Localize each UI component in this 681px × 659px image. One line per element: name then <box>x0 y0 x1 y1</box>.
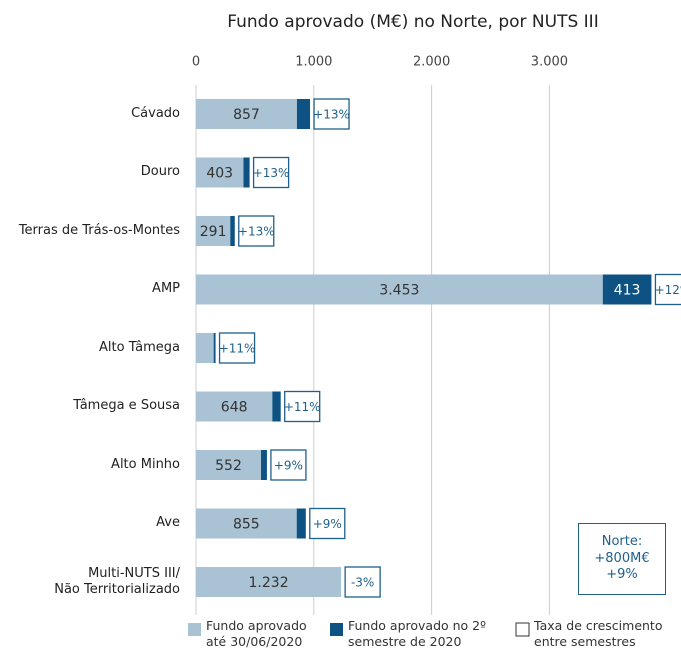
value-label: 3.453 <box>379 283 419 299</box>
growth-label: -3% <box>351 576 374 590</box>
legend-swatch <box>515 622 530 637</box>
value-label: 552 <box>215 458 242 474</box>
chart-title: Fundo aprovado (M€) no Norte, por NUTS I… <box>227 12 598 32</box>
growth-box <box>309 507 346 540</box>
y-tick-label: Ave <box>156 515 180 531</box>
bar-segment <box>213 333 216 363</box>
bar-segment <box>602 274 652 305</box>
growth-label: +9% <box>274 459 303 473</box>
y-tick-label: Terras de Trás-os-Montes <box>18 222 180 238</box>
value-label: 1.232 <box>249 575 289 591</box>
growth-box <box>252 156 290 189</box>
legend-label: Fundo aprovado até 30/06/2020 <box>206 618 307 649</box>
value-label: 413 <box>614 283 641 299</box>
value-label: 291 <box>200 224 227 240</box>
bar-segment <box>272 391 281 422</box>
legend-label: Taxa de crescimento entre semestres <box>534 618 663 649</box>
growth-box <box>238 215 275 247</box>
growth-box <box>313 98 350 130</box>
y-tick-label: Alto Tâmega <box>99 339 180 355</box>
value-label: 857 <box>233 107 260 123</box>
bar-segment <box>196 333 214 363</box>
legend-label: Fundo aprovado no 2º semestre de 2020 <box>348 618 487 649</box>
legend-swatch <box>188 623 201 636</box>
y-tick-label: Multi-NUTS III/ Não Territorializado <box>54 565 180 597</box>
value-label: 648 <box>221 400 248 416</box>
bar-segment <box>196 567 342 597</box>
growth-label: +11% <box>219 342 256 356</box>
summary-line: +800M€ <box>594 550 650 566</box>
bar-segment <box>296 508 306 539</box>
x-tick-label: 2.000 <box>413 55 450 70</box>
growth-label: +13% <box>313 108 350 122</box>
bar-segment <box>230 216 235 246</box>
growth-box <box>284 390 321 423</box>
growth-box <box>344 566 381 598</box>
bar-segment <box>296 99 311 129</box>
legend-swatch <box>330 623 343 636</box>
bar-segment <box>196 157 244 188</box>
x-tick-label: 3.000 <box>531 55 568 70</box>
x-tick-label: 1.000 <box>295 55 332 70</box>
growth-box <box>218 332 256 364</box>
bar-segment <box>196 450 262 480</box>
summary-box: Norte: +800M€ +9% <box>578 523 666 595</box>
summary-title: Norte: <box>601 533 643 549</box>
value-label: 855 <box>233 517 260 533</box>
y-tick-label: Tâmega e Sousa <box>73 398 180 414</box>
bar-segment <box>196 274 603 305</box>
bar-segment <box>196 508 297 539</box>
y-tick-label: Alto Minho <box>111 456 180 472</box>
y-tick-label: AMP <box>152 281 180 297</box>
bar-segment <box>196 391 273 422</box>
y-tick-label: Cávado <box>131 105 180 121</box>
bar-segment <box>196 99 297 129</box>
growth-label: +12% <box>655 283 681 297</box>
bar-segment <box>196 216 231 246</box>
growth-box <box>270 449 307 481</box>
y-tick-label: Douro <box>140 164 180 180</box>
growth-label: +13% <box>238 225 275 239</box>
bar-segment <box>243 157 250 188</box>
growth-label: +11% <box>284 400 321 414</box>
growth-box <box>654 273 681 306</box>
x-tick-label: 0 <box>192 55 200 70</box>
growth-label: +13% <box>253 166 290 180</box>
growth-label: +9% <box>313 517 342 531</box>
bar-segment <box>261 450 267 480</box>
value-label: 403 <box>206 166 233 182</box>
summary-line: +9% <box>606 567 638 583</box>
